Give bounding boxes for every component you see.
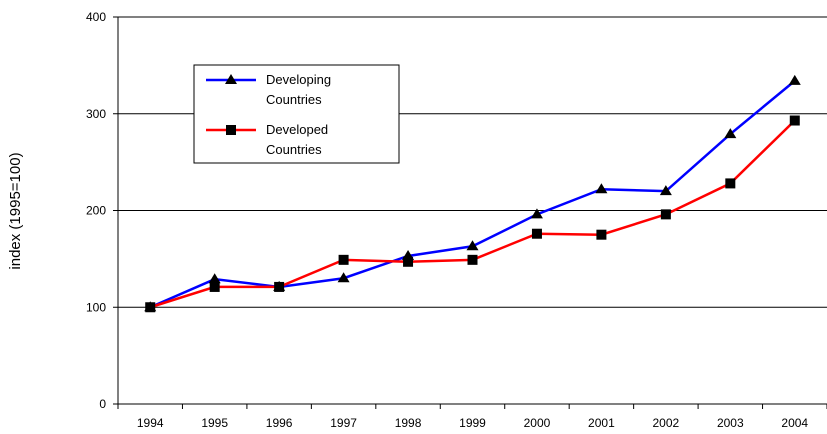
data-point-triangle xyxy=(724,128,737,139)
data-point-triangle xyxy=(208,273,221,284)
legend-item: Developed Countries xyxy=(206,122,328,157)
legend-label: Countries xyxy=(266,142,322,157)
data-point-square xyxy=(403,256,414,267)
y-axis-title: index (1995=100) xyxy=(7,152,24,269)
data-point-triangle xyxy=(466,240,479,251)
data-point-square xyxy=(338,254,349,265)
x-tick-label: 2000 xyxy=(524,416,551,430)
x-tick-label: 1996 xyxy=(266,416,293,430)
y-tick-label: 100 xyxy=(86,300,106,314)
x-tick-label: 2002 xyxy=(653,416,680,430)
data-point-triangle xyxy=(530,208,543,219)
data-point-triangle xyxy=(337,272,350,283)
legend: Developing Countries Developed Countries xyxy=(193,64,400,164)
x-tick-label: 2001 xyxy=(588,416,615,430)
data-point-square xyxy=(467,254,478,265)
tick-labels: 0 100 200 300 400 1994 1995 1996 1997 1998 1999 200… xyxy=(86,10,808,430)
data-point-square xyxy=(660,209,671,220)
axes xyxy=(113,16,827,409)
x-tick-label: 2004 xyxy=(781,416,808,430)
data-point-triangle xyxy=(659,185,672,196)
x-tick-label: 1999 xyxy=(459,416,486,430)
data-point-square xyxy=(596,229,607,240)
y-tick-label: 0 xyxy=(99,397,106,411)
x-tick-label: 1998 xyxy=(395,416,422,430)
y-tick-label: 300 xyxy=(86,107,106,121)
series-developed xyxy=(145,115,800,313)
legend-label: Countries xyxy=(266,92,322,107)
x-tick-label: 1995 xyxy=(201,416,228,430)
legend-item: Developing Countries xyxy=(206,72,331,107)
data-point-square xyxy=(209,281,220,292)
data-point-triangle xyxy=(788,74,801,85)
data-point-triangle xyxy=(595,183,608,194)
legend-label: Developing xyxy=(266,72,331,87)
data-point-square xyxy=(531,228,542,239)
x-tick-label: 1997 xyxy=(330,416,357,430)
series-layer xyxy=(144,74,801,313)
y-tick-label: 400 xyxy=(86,10,106,24)
data-point-square xyxy=(725,178,736,189)
data-point-square xyxy=(226,125,236,135)
legend-label: Developed xyxy=(266,122,328,137)
data-point-triangle xyxy=(225,74,237,84)
y-tick-label: 200 xyxy=(86,204,106,218)
data-point-square xyxy=(274,281,285,292)
x-tick-label: 1994 xyxy=(137,416,164,430)
data-point-square xyxy=(145,302,156,313)
data-point-square xyxy=(789,115,800,126)
x-tick-label: 2003 xyxy=(717,416,744,430)
